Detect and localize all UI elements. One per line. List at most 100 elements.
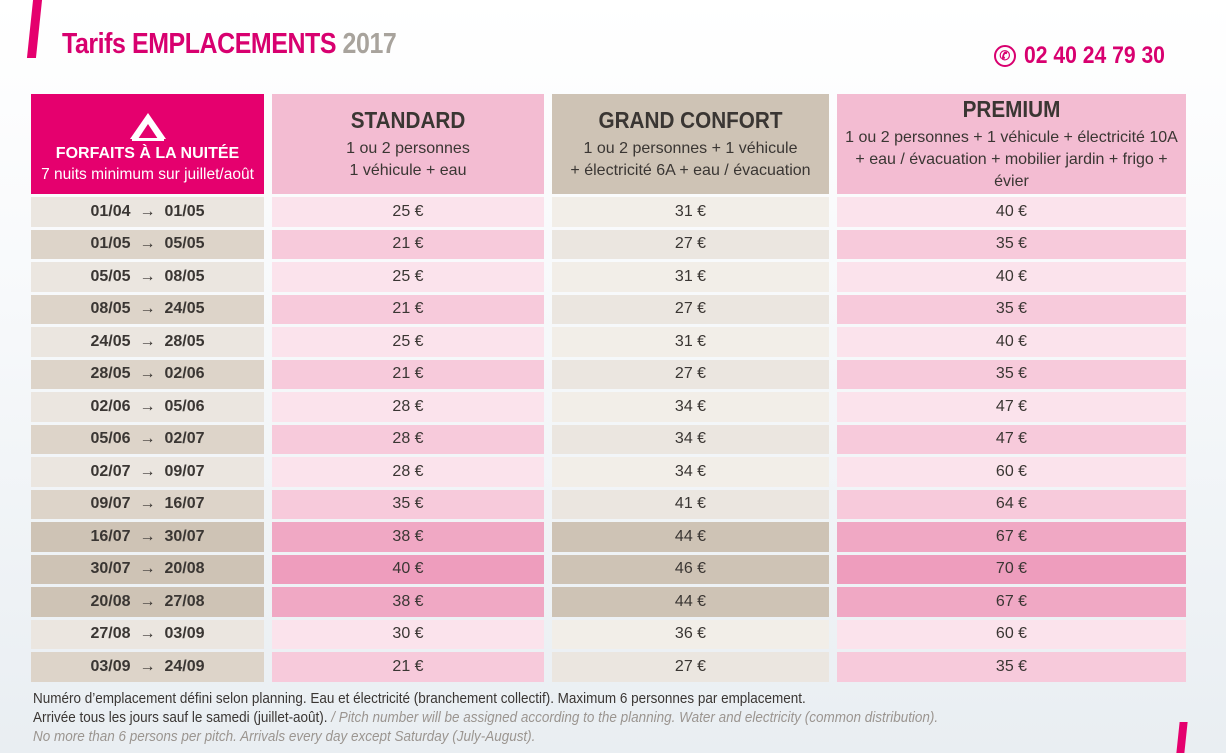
table-row: 02/07 → 09/07 28 € 34 € 60 € [31,457,1186,487]
right-arrow-icon: → [139,462,156,480]
right-arrow-icon: → [139,560,156,578]
price-standard: 25 € [272,262,544,292]
price-grand-confort: 34 € [552,424,829,454]
price-standard: 28 € [272,457,544,487]
table-row: 28/05 → 02/06 21 € 27 € 35 € [31,359,1186,389]
header-grand-confort: GRAND CONFORT 1 ou 2 personnes + 1 véhic… [552,94,829,194]
right-arrow-icon: → [139,267,156,285]
price-grand-confort: 34 € [552,392,829,422]
price-standard: 35 € [272,489,544,519]
price-premium: 70 € [837,554,1186,584]
price-standard: 28 € [272,392,544,422]
price-standard: 25 € [272,197,544,227]
date-range: 27/08 → 03/09 [31,619,264,649]
price-premium: 60 € [837,619,1186,649]
footer-line-2-en: / Pitch number will be assigned accordin… [331,710,939,726]
phone-icon: ✆ [993,45,1016,67]
date-range: 05/05 → 08/05 [31,262,264,292]
table-row: 01/05 → 05/05 21 € 27 € 35 € [31,229,1186,259]
price-standard: 25 € [272,327,544,357]
price-premium: 35 € [837,652,1186,682]
price-grand-confort: 27 € [552,229,829,259]
price-standard: 28 € [272,424,544,454]
price-premium: 64 € [837,489,1186,519]
price-premium: 47 € [837,392,1186,422]
header-premium-desc: 1 ou 2 personnes + 1 véhicule + électric… [845,128,1178,146]
table-row: 09/07 → 16/07 35 € 41 € 64 € [31,489,1186,519]
header-premium-title: PREMIUM [962,95,1061,122]
header-standard-desc: 1 véhicule + eau [349,161,467,179]
header-premium-desc: + eau / évacuation + mobilier jardin + f… [855,150,1168,190]
footer-notes: Numéro d’emplacement défini selon planni… [33,690,963,747]
footer-line-2: Arrivée tous les jours sauf le samedi (j… [33,709,963,728]
footer-line-2-fr: Arrivée tous les jours sauf le samedi (j… [33,710,332,726]
date-range: 09/07 → 16/07 [31,489,264,519]
table-row: 05/05 → 08/05 25 € 31 € 40 € [31,262,1186,292]
date-range: 01/05 → 05/05 [31,229,264,259]
header-forfaits-note: 7 nuits minimum sur juillet/août [41,165,254,183]
header-standard-title: STANDARD [350,106,466,133]
price-standard: 21 € [272,229,544,259]
header-premium: PREMIUM 1 ou 2 personnes + 1 véhicule + … [837,94,1186,194]
price-standard: 38 € [272,587,544,617]
date-range: 16/07 → 30/07 [31,522,264,552]
pricing-table: FORFAITS À LA NUITÉE 7 nuits minimum sur… [31,91,1186,685]
price-grand-confort: 27 € [552,294,829,324]
price-grand-confort: 44 € [552,522,829,552]
date-range: 05/06 → 02/07 [31,424,264,454]
table-row: 01/04 → 01/05 25 € 31 € 40 € [31,197,1186,227]
price-grand-confort: 41 € [552,489,829,519]
decorative-bar-top [26,0,43,58]
price-standard: 21 € [272,359,544,389]
header-grand-confort-desc: + électricité 6A + eau / évacuation [570,161,811,179]
price-premium: 67 € [837,522,1186,552]
right-arrow-icon: → [139,300,156,318]
phone-contact[interactable]: ✆ 02 40 24 79 30 [993,42,1184,70]
price-premium: 60 € [837,457,1186,487]
price-standard: 40 € [272,554,544,584]
price-premium: 35 € [837,359,1186,389]
phone-number[interactable]: 02 40 24 79 30 [1023,42,1165,69]
right-arrow-icon: → [139,202,156,220]
header-standard-desc: 1 ou 2 personnes [346,139,470,157]
footer-line-3: No more than 6 persons per pitch. Arriva… [33,729,536,745]
price-standard: 30 € [272,619,544,649]
header-forfaits: FORFAITS À LA NUITÉE 7 nuits minimum sur… [31,94,264,194]
right-arrow-icon: → [139,365,156,383]
header-grand-confort-title: GRAND CONFORT [598,106,783,133]
table-row: 03/09 → 24/09 21 € 27 € 35 € [31,652,1186,682]
price-grand-confort: 36 € [552,619,829,649]
page-title: Tarifs EMPLACEMENTS 2017 [62,28,397,61]
table-row: 24/05 → 28/05 25 € 31 € 40 € [31,327,1186,357]
price-premium: 40 € [837,262,1186,292]
date-range: 01/04 → 01/05 [31,197,264,227]
price-standard: 21 € [272,294,544,324]
right-arrow-icon: → [139,657,156,675]
header-forfaits-title: FORFAITS À LA NUITÉE [55,144,240,162]
price-premium: 40 € [837,197,1186,227]
right-arrow-icon: → [139,332,156,350]
date-range: 02/07 → 09/07 [31,457,264,487]
date-range: 30/07 → 20/08 [31,554,264,584]
price-grand-confort: 31 € [552,197,829,227]
price-premium: 40 € [837,327,1186,357]
price-premium: 35 € [837,294,1186,324]
tent-icon [129,112,166,141]
price-premium: 47 € [837,424,1186,454]
price-standard: 38 € [272,522,544,552]
table-row: 16/07 → 30/07 38 € 44 € 67 € [31,522,1186,552]
header-standard: STANDARD 1 ou 2 personnes 1 véhicule + e… [272,94,544,194]
price-grand-confort: 31 € [552,262,829,292]
table-row: 02/06 → 05/06 28 € 34 € 47 € [31,392,1186,422]
title-year: 2017 [342,28,397,60]
title-main: Tarifs EMPLACEMENTS [62,28,337,60]
price-grand-confort: 34 € [552,457,829,487]
price-premium: 67 € [837,587,1186,617]
decorative-bar-bottom [1176,722,1188,753]
right-arrow-icon: → [139,235,156,253]
right-arrow-icon: → [139,625,156,643]
price-standard: 21 € [272,652,544,682]
table-header-row: FORFAITS À LA NUITÉE 7 nuits minimum sur… [31,94,1186,194]
price-premium: 35 € [837,229,1186,259]
table-row: 08/05 → 24/05 21 € 27 € 35 € [31,294,1186,324]
